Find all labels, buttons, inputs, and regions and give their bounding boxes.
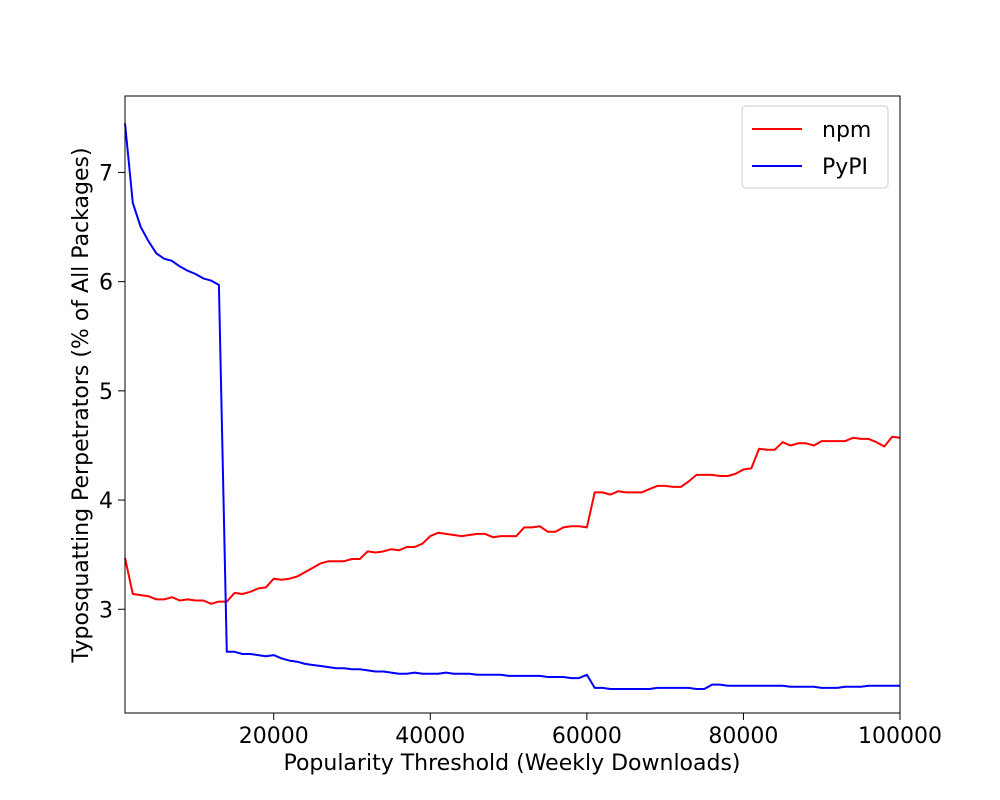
y-tick-label: 7 xyxy=(99,161,113,186)
x-axis-title: Popularity Threshold (Weekly Downloads) xyxy=(283,751,740,776)
x-tick-label: 100000 xyxy=(858,724,942,749)
x-tick-label: 40000 xyxy=(395,724,465,749)
x-tick-label: 20000 xyxy=(239,724,309,749)
legend-box xyxy=(741,105,889,189)
y-axis-title: Typosquatting Perpetrators (% of All Pac… xyxy=(69,147,94,663)
y-axis: 3 4 5 6 7 xyxy=(99,161,125,623)
series-line-npm xyxy=(124,435,901,605)
y-tick-label: 5 xyxy=(99,380,113,405)
y-tick-label: 6 xyxy=(99,271,113,296)
x-axis: 20000 40000 60000 80000 100000 xyxy=(239,713,942,749)
series-line-pypi xyxy=(124,123,900,690)
plot-frame xyxy=(124,95,901,714)
legend-label-pypi: PyPI xyxy=(822,155,868,180)
x-tick-label: 80000 xyxy=(708,724,778,749)
legend: npm PyPI xyxy=(741,105,889,189)
x-tick-label: 60000 xyxy=(552,724,622,749)
legend-label-npm: npm xyxy=(822,118,871,143)
y-tick-label: 4 xyxy=(99,489,113,514)
y-tick-label: 3 xyxy=(99,598,113,623)
plot-lines xyxy=(124,123,901,690)
